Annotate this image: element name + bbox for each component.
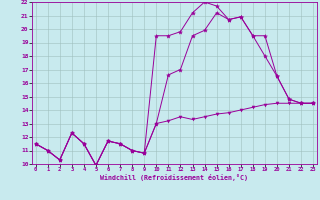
X-axis label: Windchill (Refroidissement éolien,°C): Windchill (Refroidissement éolien,°C) [100, 174, 248, 181]
